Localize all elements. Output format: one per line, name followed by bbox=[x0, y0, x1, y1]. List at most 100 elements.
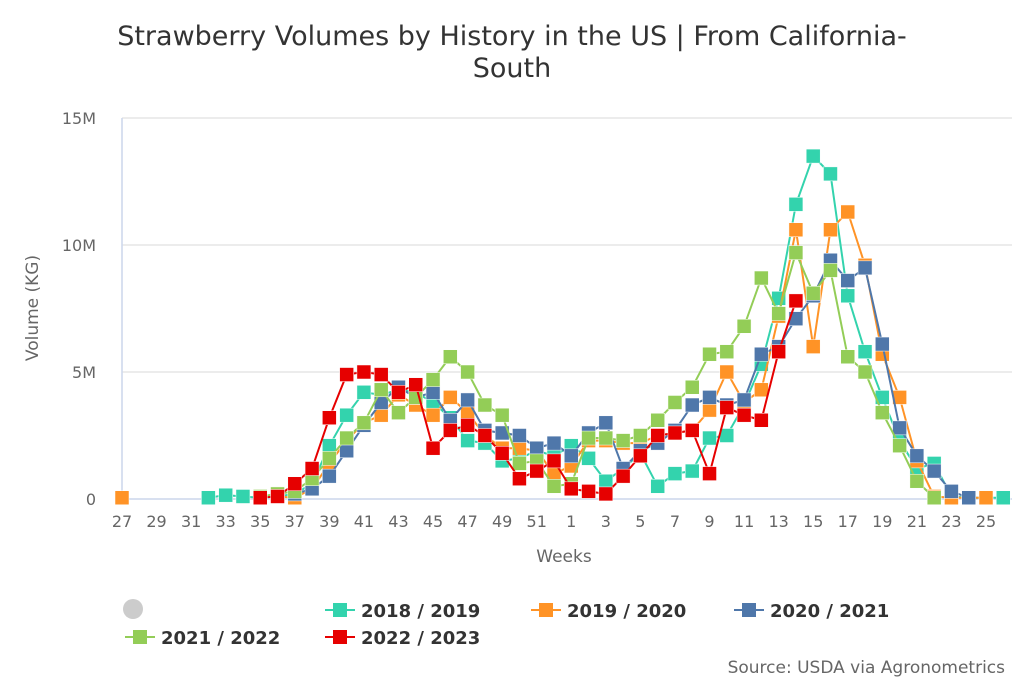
legend-marker bbox=[133, 630, 147, 644]
x-tick-label: 3 bbox=[601, 512, 611, 531]
data-point bbox=[512, 428, 527, 443]
data-point bbox=[391, 385, 406, 400]
x-tick-label: 5 bbox=[635, 512, 645, 531]
data-point bbox=[805, 148, 821, 164]
data-point bbox=[840, 288, 856, 304]
x-tick-label: 27 bbox=[112, 512, 132, 531]
data-point bbox=[702, 346, 717, 362]
data-point bbox=[892, 420, 907, 436]
data-point bbox=[736, 392, 752, 408]
legend-item[interactable]: 2018 / 2019 bbox=[325, 601, 480, 622]
data-point bbox=[788, 245, 804, 260]
data-point bbox=[339, 367, 354, 382]
data-point bbox=[719, 364, 735, 380]
data-point bbox=[598, 415, 614, 431]
data-point bbox=[287, 476, 303, 492]
data-point bbox=[460, 433, 475, 448]
x-tick-label: 43 bbox=[388, 512, 408, 531]
data-point bbox=[356, 415, 372, 431]
data-point bbox=[598, 430, 614, 446]
data-point bbox=[425, 407, 441, 423]
legend-item[interactable]: 2020 / 2021 bbox=[734, 601, 889, 622]
data-point bbox=[702, 466, 717, 481]
data-point bbox=[477, 397, 493, 413]
data-point bbox=[494, 407, 510, 423]
x-tick-label: 7 bbox=[670, 512, 680, 531]
y-axis: 0 5M 10M 15M bbox=[62, 109, 96, 509]
data-point bbox=[633, 428, 648, 443]
data-point bbox=[823, 166, 838, 182]
data-point bbox=[823, 222, 838, 238]
legend: 2018 / 2019 2019 / 2020 2020 / 2021 2021 / … bbox=[125, 601, 889, 649]
x-tick-label: 47 bbox=[457, 512, 477, 531]
data-point bbox=[270, 489, 285, 504]
x-axis: 27 29 31 33 35 37 39 41 43 45 47 49 51 1 3 5 7 9 11 13 15 17 1… bbox=[112, 512, 996, 531]
data-point bbox=[460, 418, 475, 433]
x-tick-label: 51 bbox=[527, 512, 547, 531]
data-point bbox=[840, 204, 856, 220]
chart-title: Strawberry Volumes by History in the US … bbox=[117, 21, 907, 52]
data-point bbox=[650, 479, 665, 494]
data-point bbox=[736, 407, 752, 423]
data-point bbox=[805, 286, 821, 301]
data-point bbox=[754, 346, 769, 362]
legend-toggle-all[interactable] bbox=[123, 599, 143, 619]
data-point bbox=[961, 490, 976, 505]
data-point bbox=[201, 490, 216, 505]
data-point bbox=[322, 451, 337, 466]
data-point bbox=[322, 438, 337, 453]
data-point bbox=[408, 377, 424, 392]
data-point bbox=[702, 402, 717, 418]
x-tick-label: 29 bbox=[146, 512, 166, 531]
legend-marker bbox=[333, 603, 347, 617]
data-point bbox=[788, 222, 804, 238]
data-point bbox=[546, 435, 562, 451]
data-point bbox=[546, 453, 562, 469]
x-tick-label: 21 bbox=[907, 512, 927, 531]
data-point bbox=[667, 425, 683, 441]
data-point bbox=[805, 339, 821, 354]
legend-item[interactable]: 2022 / 2023 bbox=[325, 628, 480, 649]
data-point bbox=[754, 413, 769, 428]
data-point bbox=[425, 385, 441, 400]
data-point bbox=[598, 486, 614, 502]
legend-item[interactable]: 2021 / 2022 bbox=[125, 628, 280, 649]
data-point bbox=[771, 306, 786, 321]
data-point bbox=[615, 468, 631, 484]
legend-item[interactable]: 2019 / 2020 bbox=[531, 601, 686, 622]
data-point bbox=[494, 446, 510, 461]
legend-marker bbox=[333, 630, 347, 644]
data-point bbox=[633, 448, 648, 464]
data-point bbox=[909, 473, 925, 489]
data-point bbox=[512, 471, 527, 486]
data-point bbox=[564, 448, 579, 464]
x-tick-label: 11 bbox=[734, 512, 754, 531]
data-point bbox=[218, 487, 233, 503]
data-point bbox=[391, 405, 406, 420]
data-point bbox=[840, 349, 856, 365]
data-point bbox=[322, 410, 337, 425]
data-point bbox=[235, 489, 251, 504]
y-tick-label: 0 bbox=[86, 490, 96, 509]
x-tick-label: 19 bbox=[872, 512, 892, 531]
data-point bbox=[564, 481, 579, 497]
data-point bbox=[719, 428, 735, 443]
data-point bbox=[252, 490, 268, 505]
data-point bbox=[443, 390, 458, 405]
data-point bbox=[944, 484, 959, 499]
x-tick-label: 15 bbox=[803, 512, 823, 531]
data-point bbox=[443, 349, 458, 365]
legend-label: 2019 / 2020 bbox=[567, 601, 686, 622]
x-tick-label: 45 bbox=[423, 512, 443, 531]
data-point bbox=[598, 473, 614, 489]
data-point bbox=[736, 319, 752, 334]
legend-marker bbox=[742, 603, 756, 617]
source-note: Source: USDA via Agronometrics bbox=[728, 658, 1006, 678]
data-point bbox=[512, 456, 527, 471]
data-point bbox=[684, 463, 700, 479]
data-point bbox=[322, 468, 337, 484]
series-line bbox=[294, 258, 970, 499]
data-point bbox=[356, 385, 372, 400]
legend-label: 2021 / 2022 bbox=[161, 628, 280, 649]
